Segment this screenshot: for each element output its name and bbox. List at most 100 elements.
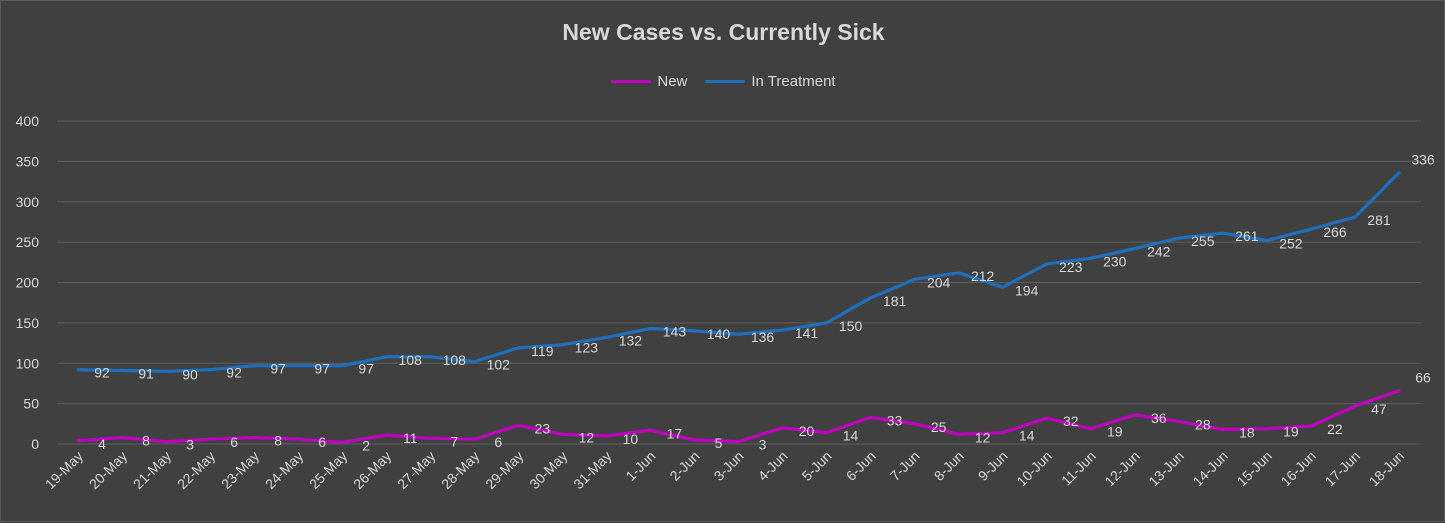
y-tick-label: 350 — [16, 153, 40, 169]
data-label: 108 — [443, 352, 467, 368]
x-tick-label: 19-May — [42, 448, 86, 492]
x-tick-label: 14-Jun — [1189, 448, 1231, 490]
x-tick-label: 15-Jun — [1233, 448, 1275, 490]
data-label: 3 — [186, 437, 194, 453]
legend-label: New — [657, 73, 688, 90]
legend: New In Treatment — [1, 73, 1445, 90]
x-tick-label: 9-Jun — [975, 448, 1011, 484]
data-label: 230 — [1103, 253, 1127, 269]
x-tick-label: 8-Jun — [931, 448, 967, 484]
data-label: 5 — [715, 435, 723, 451]
data-label: 6 — [494, 434, 502, 450]
data-label: 66 — [1415, 370, 1431, 386]
x-tick-label: 6-Jun — [843, 448, 879, 484]
y-tick-label: 0 — [31, 436, 39, 452]
data-label: 18 — [1239, 424, 1255, 440]
data-label: 6 — [318, 434, 326, 450]
x-tick-label: 16-Jun — [1277, 448, 1319, 490]
data-label: 281 — [1367, 212, 1391, 228]
data-label: 204 — [927, 274, 951, 290]
data-label: 14 — [1019, 428, 1035, 444]
x-tick-label: 24-May — [262, 448, 306, 492]
data-label: 90 — [182, 366, 198, 382]
data-label: 102 — [487, 357, 511, 373]
x-tick-label: 17-Jun — [1322, 448, 1364, 490]
y-tick-label: 50 — [23, 396, 39, 412]
data-label: 22 — [1327, 421, 1343, 437]
x-tick-label: 20-May — [86, 448, 130, 492]
data-label: 97 — [270, 361, 286, 377]
data-label: 252 — [1279, 236, 1303, 252]
x-tick-label: 23-May — [218, 448, 262, 492]
data-label: 11 — [403, 430, 418, 446]
data-label: 7 — [450, 433, 458, 449]
data-label: 266 — [1323, 224, 1347, 240]
x-tick-label: 29-May — [482, 448, 526, 492]
data-label: 212 — [971, 268, 995, 284]
x-tick-label: 2-Jun — [667, 448, 703, 484]
data-label: 108 — [399, 352, 423, 368]
data-label: 261 — [1235, 228, 1259, 244]
data-label: 23 — [535, 420, 551, 436]
x-tick-label: 7-Jun — [887, 448, 923, 484]
x-tick-label: 10-Jun — [1013, 448, 1055, 490]
x-tick-label: 4-Jun — [755, 448, 791, 484]
legend-entry: In Treatment — [705, 73, 836, 90]
data-label: 20 — [799, 423, 815, 439]
x-tick-label: 1-Jun — [622, 448, 658, 484]
data-label: 33 — [887, 412, 903, 428]
y-tick-label: 150 — [16, 315, 40, 331]
x-tick-label: 21-May — [130, 448, 174, 492]
data-label: 141 — [795, 325, 819, 341]
data-label: 255 — [1191, 233, 1215, 249]
data-label: 91 — [138, 366, 154, 382]
data-label: 17 — [667, 425, 683, 441]
data-label: 10 — [623, 431, 639, 447]
data-label: 2 — [362, 437, 370, 453]
data-label: 336 — [1411, 152, 1435, 168]
data-label: 223 — [1059, 259, 1083, 275]
data-label: 19 — [1283, 424, 1299, 440]
data-label: 12 — [975, 429, 991, 445]
data-label: 97 — [314, 361, 330, 377]
data-label: 8 — [142, 433, 150, 449]
data-label: 14 — [843, 428, 859, 444]
y-tick-label: 400 — [16, 113, 40, 129]
data-label: 12 — [579, 429, 595, 445]
data-label: 4 — [98, 436, 106, 452]
x-tick-label: 18-Jun — [1366, 448, 1408, 490]
data-label: 140 — [707, 326, 731, 342]
x-tick-label: 26-May — [350, 448, 394, 492]
x-tick-label: 31-May — [570, 448, 614, 492]
legend-swatch — [705, 80, 746, 83]
legend-entry: New — [611, 73, 687, 90]
chart-title: New Cases vs. Currently Sick — [562, 19, 885, 45]
data-label: 132 — [619, 332, 643, 348]
data-label: 181 — [883, 293, 907, 309]
legend-label: In Treatment — [751, 73, 836, 90]
series-line-new — [76, 389, 1401, 444]
x-tick-label: 22-May — [174, 448, 218, 492]
data-label: 97 — [358, 361, 374, 377]
data-label: 3 — [759, 437, 767, 453]
data-label: 36 — [1151, 410, 1167, 426]
data-label: 8 — [274, 433, 282, 449]
data-label: 119 — [531, 343, 554, 359]
y-tick-label: 100 — [16, 355, 40, 371]
x-tick-label: 27-May — [394, 448, 438, 492]
y-tick-label: 300 — [16, 194, 40, 210]
data-label: 6 — [230, 434, 238, 450]
x-tick-label: 25-May — [306, 448, 350, 492]
x-tick-label: 13-Jun — [1145, 448, 1187, 490]
legend-swatch — [611, 80, 652, 83]
data-label: 47 — [1371, 401, 1387, 417]
data-label: 28 — [1195, 416, 1211, 432]
data-label: 32 — [1063, 413, 1079, 429]
data-label: 150 — [839, 318, 863, 334]
series-line-in-treatment — [76, 171, 1401, 373]
x-tick-label: 3-Jun — [711, 448, 747, 484]
data-label: 143 — [663, 324, 687, 340]
x-tick-label: 5-Jun — [799, 448, 835, 484]
